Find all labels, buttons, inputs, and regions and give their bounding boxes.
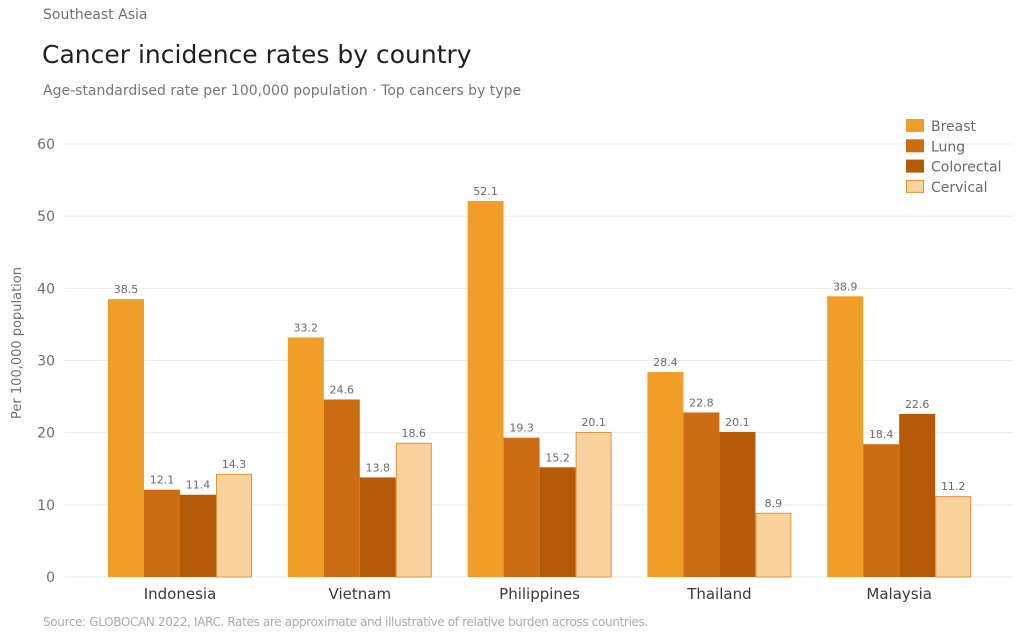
bar-indonesia-breast [108, 299, 144, 577]
legend-swatch [906, 119, 924, 132]
x-tick-label: Malaysia [866, 585, 932, 603]
legend-item-lung[interactable]: Lung [906, 139, 965, 155]
bar-malaysia-lung [863, 444, 900, 577]
bar-thailand-lung [683, 412, 720, 577]
bar-indonesia-colorectal [180, 494, 216, 577]
y-tick-label: 50 [37, 209, 55, 225]
value-label: 18.6 [402, 427, 427, 440]
legend-item-breast[interactable]: Breast [906, 119, 977, 135]
bars [108, 201, 972, 578]
bar-philippines-lung [503, 437, 540, 577]
x-tick-label: Thailand [686, 585, 751, 603]
legend-swatch [906, 179, 924, 193]
value-label: 13.8 [366, 461, 391, 474]
value-label: 12.1 [150, 474, 175, 487]
x-tick-label: Indonesia [144, 585, 217, 603]
x-tick-label: Vietnam [329, 585, 392, 603]
bar-vietnam-colorectal [359, 477, 396, 577]
value-labels: 38.5 12.1 11.4 14.3 33.2 24.6 13.8 18.6 52.1 19.3… [114, 185, 966, 510]
value-label: 19.3 [509, 422, 534, 435]
legend-swatch [906, 159, 924, 173]
chart-title: Cancer incidence rates by country [42, 40, 472, 69]
value-label: 24.6 [330, 383, 355, 396]
value-label: 52.1 [473, 185, 498, 198]
bar-philippines-breast [467, 201, 504, 578]
value-label: 18.4 [869, 428, 894, 441]
chart-subtitle: Age-standardised rate per 100,000 popula… [43, 83, 522, 99]
legend: Breast Lung Colorectal Cervical [906, 119, 1002, 196]
y-tick-label: 0 [46, 570, 55, 586]
value-label: 33.2 [294, 321, 319, 334]
bar-vietnam-cervical [395, 442, 432, 578]
bar-malaysia-cervical [935, 496, 972, 578]
value-label: 22.6 [905, 398, 930, 411]
bar-malaysia-breast [827, 296, 864, 577]
legend-swatch [906, 139, 924, 153]
y-tick-label: 10 [37, 498, 55, 514]
value-label: 11.2 [941, 480, 966, 493]
value-label: 28.4 [653, 356, 678, 369]
legend-label: Lung [931, 139, 965, 155]
value-label: 8.9 [765, 497, 783, 510]
value-label: 38.5 [114, 283, 139, 296]
bar-indonesia-lung [144, 489, 180, 577]
bar-vietnam-breast [287, 337, 324, 577]
legend-label: Colorectal [931, 160, 1002, 176]
legend-item-colorectal[interactable]: Colorectal [906, 159, 1002, 176]
chart-eyebrow: Southeast Asia [43, 7, 148, 23]
bar-philippines-colorectal [539, 467, 576, 577]
bar-indonesia-cervical [216, 473, 252, 578]
y-tick-label: 20 [37, 426, 55, 442]
value-label: 11.4 [186, 479, 211, 492]
value-label: 15.2 [545, 451, 570, 464]
x-tick-label: Philippines [499, 585, 580, 603]
value-label: 14.3 [222, 458, 247, 471]
legend-label: Cervical [931, 180, 988, 196]
y-axis-ticks: 0 10 20 30 40 50 60 [37, 137, 55, 586]
value-label: 20.1 [581, 416, 606, 429]
bar-philippines-cervical [575, 431, 612, 578]
y-axis-label: Per 100,000 population [10, 267, 25, 419]
value-label: 20.1 [725, 416, 750, 429]
y-tick-label: 60 [37, 137, 55, 153]
bar-thailand-colorectal [719, 431, 756, 577]
bar-malaysia-colorectal [899, 413, 936, 577]
value-label: 38.9 [833, 280, 858, 293]
y-tick-label: 40 [37, 281, 55, 297]
value-label: 22.8 [689, 396, 714, 409]
bar-vietnam-lung [323, 399, 360, 577]
legend-label: Breast [931, 119, 977, 135]
bar-thailand-cervical [755, 512, 792, 578]
bar-thailand-breast [647, 372, 684, 577]
y-tick-label: 30 [37, 354, 55, 370]
legend-item-cervical[interactable]: Cervical [906, 179, 988, 196]
x-axis-categories: Indonesia Vietnam Philippines Thailand Malay… [144, 585, 932, 603]
source-note: Source: GLOBOCAN 2022, IARC. Rates are a… [43, 615, 648, 629]
